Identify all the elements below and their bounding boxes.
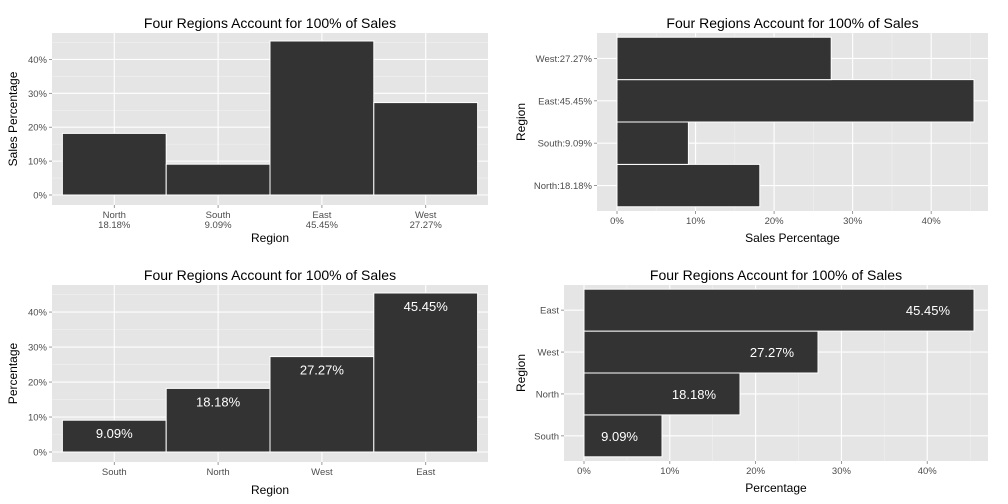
y-tick-label: 20% — [28, 378, 48, 389]
y-tick-label: 40% — [28, 308, 48, 319]
x-tick-label: 18.18% — [98, 220, 131, 231]
x-tick-label: South — [206, 210, 231, 221]
y-tick-label: South:9.09% — [538, 139, 593, 150]
y-tick-label: 10% — [28, 413, 48, 424]
y-tick-label: North — [536, 389, 559, 400]
x-tick-label: West — [415, 210, 437, 221]
y-tick-label: 20% — [28, 123, 48, 134]
y-tick-label: West:27.27% — [536, 54, 593, 65]
chart-panel-4: Four Regions Account for 100% of Sales 0%… — [514, 267, 988, 495]
bar — [61, 132, 167, 196]
y-axis-title: Region — [514, 354, 528, 392]
x-tick-label: East — [312, 210, 331, 221]
bar — [616, 79, 975, 123]
bar-value-label: 18.18% — [196, 394, 241, 409]
bar — [616, 163, 761, 208]
x-axis-title: Region — [251, 483, 289, 497]
y-tick-label: East:45.45% — [538, 96, 592, 107]
x-tick-label: 0% — [610, 216, 624, 227]
bar-value-label: 9.09% — [601, 429, 638, 444]
y-tick-label: 0% — [33, 191, 47, 202]
bar-value-label: 45.45% — [404, 299, 449, 314]
chart-title: Four Regions Account for 100% of Sales — [144, 267, 396, 283]
x-tick-label: 0% — [577, 466, 591, 477]
x-axis-title: Percentage — [745, 481, 807, 495]
y-axis-title: Sales Percentage — [6, 71, 20, 166]
x-tick-label: 9.09% — [205, 220, 232, 231]
chart-title: Four Regions Account for 100% of Sales — [144, 15, 396, 31]
bar — [61, 419, 167, 453]
x-tick-label: North — [103, 210, 126, 221]
y-axis-title: Percentage — [6, 342, 20, 404]
x-tick-label: 40% — [922, 216, 942, 227]
x-tick-label: 30% — [843, 216, 863, 227]
bar — [616, 121, 689, 165]
bar-value-label: 45.45% — [906, 303, 951, 318]
x-tick-label: 45.45% — [306, 220, 339, 231]
x-tick-label: 30% — [832, 466, 852, 477]
bar — [583, 372, 741, 416]
bar-value-label: 18.18% — [672, 387, 717, 402]
bar — [165, 163, 271, 196]
bar — [373, 102, 479, 196]
bar — [373, 292, 479, 453]
x-tick-label: 20% — [765, 216, 785, 227]
chart-panel-3: Four Regions Account for 100% of Sales 0%… — [6, 267, 488, 497]
y-tick-label: 30% — [28, 343, 48, 354]
y-tick-label: 40% — [28, 55, 48, 66]
x-axis-title: Sales Percentage — [745, 231, 840, 245]
x-axis-title: Region — [251, 231, 289, 245]
bar — [583, 414, 663, 458]
y-tick-label: East — [540, 306, 559, 317]
y-tick-label: 30% — [28, 89, 48, 100]
y-tick-label: 0% — [33, 448, 47, 459]
x-tick-label: South — [102, 467, 127, 478]
y-axis-title: Region — [514, 103, 528, 141]
chart-title: Four Regions Account for 100% of Sales — [666, 15, 918, 31]
bar — [616, 36, 832, 81]
x-tick-label: 27.27% — [410, 220, 443, 231]
bar — [269, 40, 375, 196]
y-tick-label: North:18.18% — [534, 181, 593, 192]
y-tick-label: West — [538, 348, 560, 359]
x-tick-label: 10% — [686, 216, 706, 227]
bar — [583, 288, 975, 332]
chart-title: Four Regions Account for 100% of Sales — [650, 267, 902, 283]
x-tick-label: 10% — [660, 466, 680, 477]
bar-value-label: 27.27% — [300, 363, 345, 378]
chart-panel-2: Four Regions Account for 100% of Sales 0%… — [514, 15, 988, 245]
x-tick-label: East — [416, 467, 435, 478]
bar — [165, 387, 271, 453]
x-tick-label: 40% — [918, 466, 938, 477]
y-tick-label: South — [534, 431, 559, 442]
bar-value-label: 27.27% — [750, 345, 795, 360]
x-tick-label: 20% — [746, 466, 766, 477]
x-tick-label: West — [311, 467, 333, 478]
bar-value-label: 9.09% — [96, 426, 133, 441]
y-tick-label: 10% — [28, 157, 48, 168]
x-tick-label: North — [206, 467, 229, 478]
chart-panel-1: Four Regions Account for 100% of Sales 0%… — [6, 15, 488, 245]
